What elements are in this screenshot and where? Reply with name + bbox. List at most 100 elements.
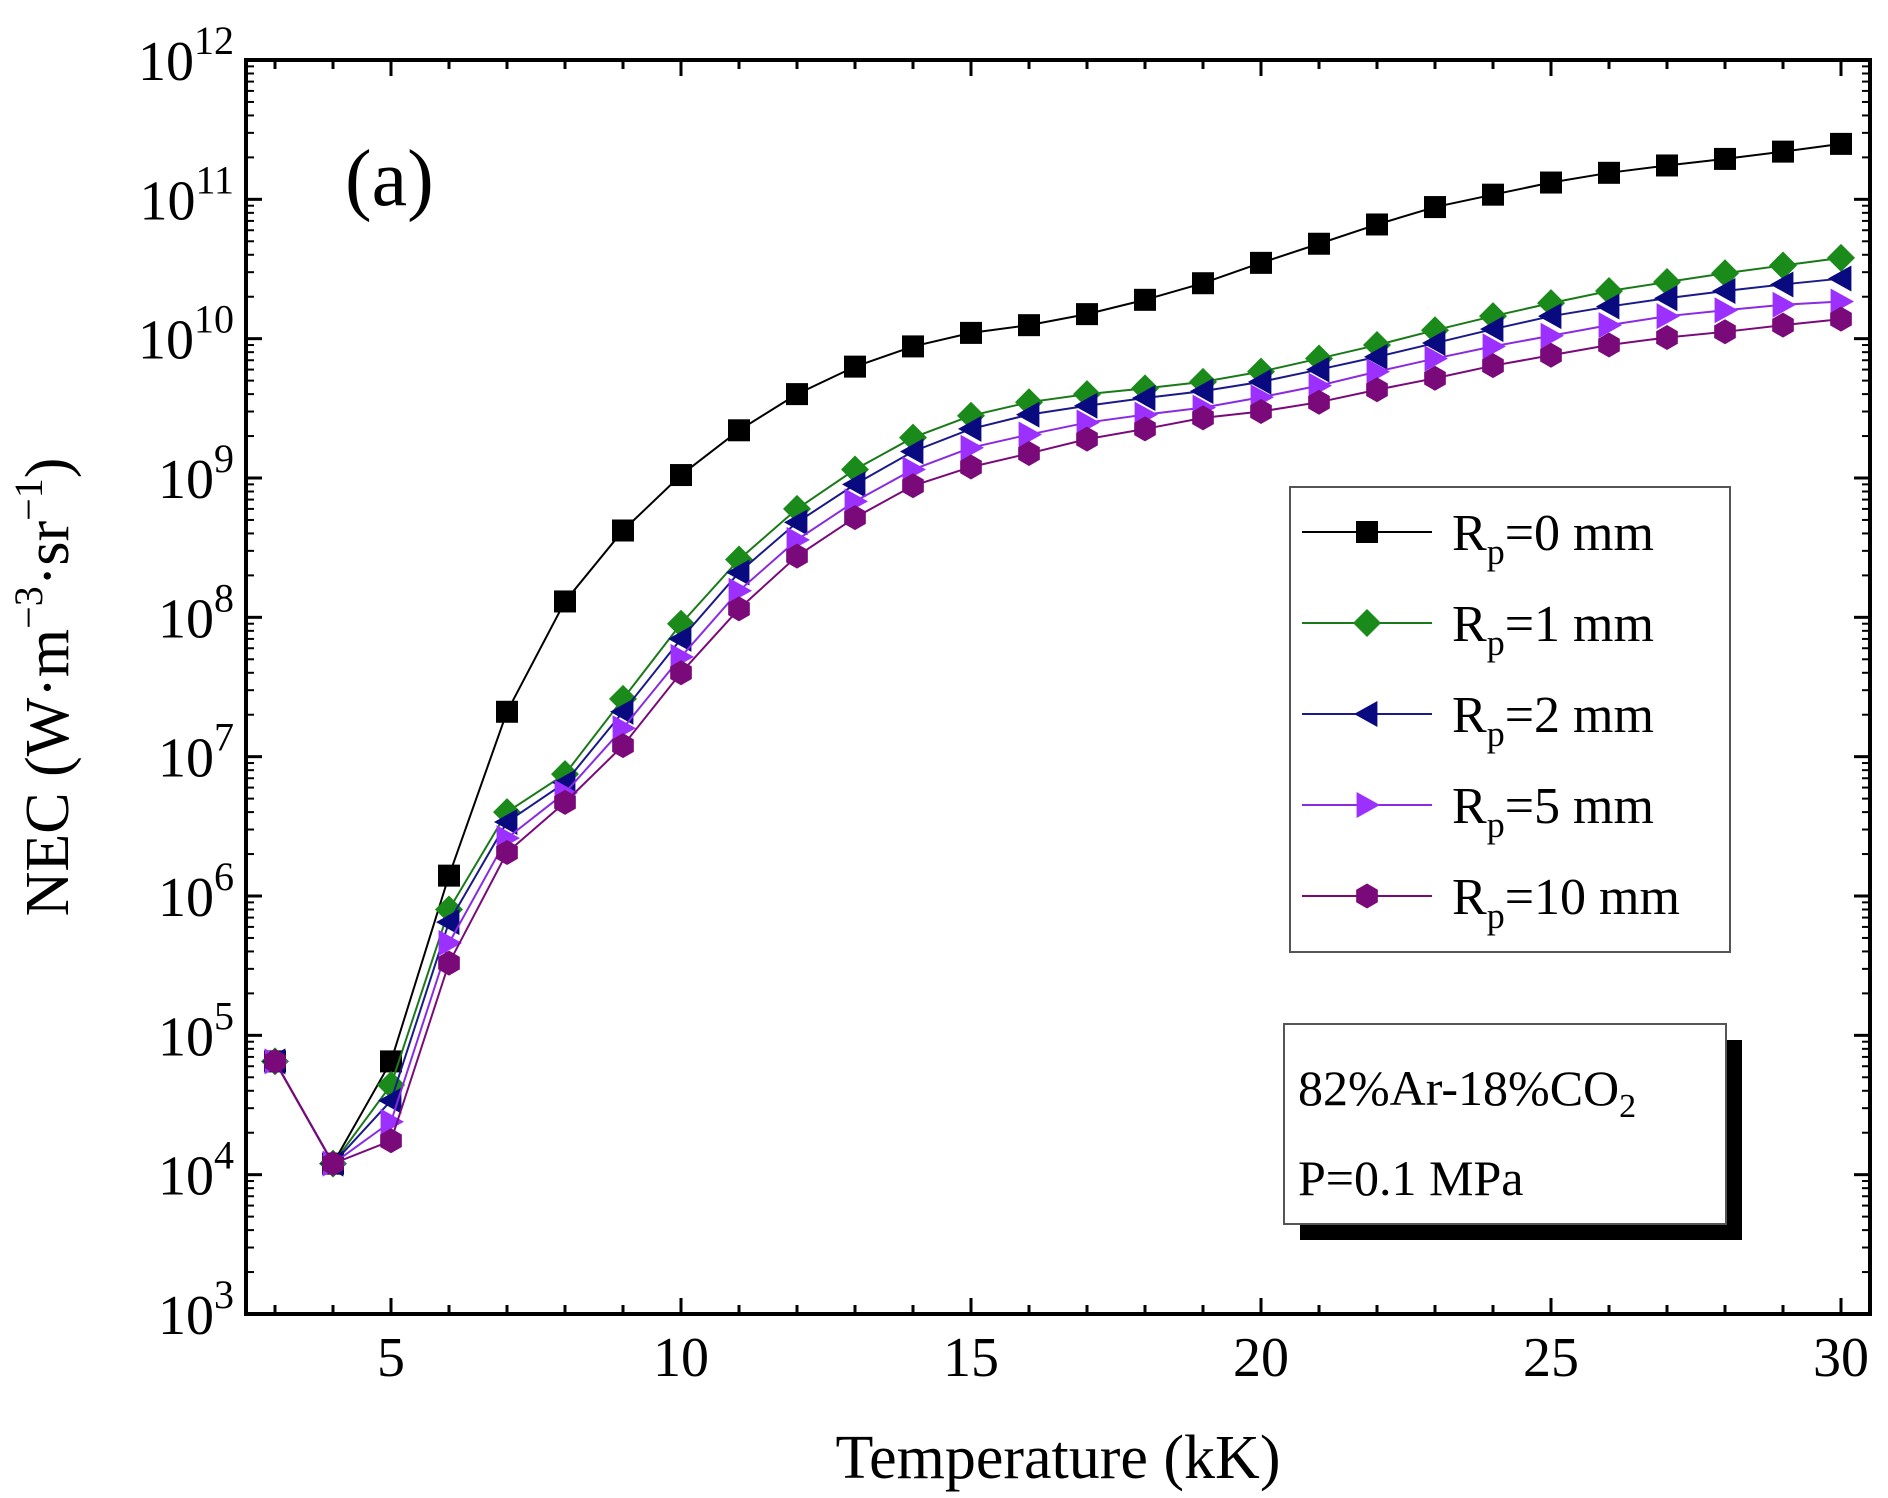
data-point bbox=[1770, 271, 1794, 298]
data-point bbox=[496, 700, 518, 723]
data-point bbox=[1366, 358, 1390, 385]
y-tick-exp: 4 bbox=[214, 1133, 234, 1178]
data-point bbox=[1482, 353, 1504, 379]
data-point bbox=[1424, 345, 1448, 372]
legend-label-sub: p bbox=[1487, 896, 1505, 936]
data-point bbox=[1074, 392, 1098, 419]
data-point bbox=[1598, 312, 1622, 339]
legend-marker bbox=[1354, 701, 1378, 727]
data-point bbox=[1482, 333, 1506, 360]
data-point bbox=[1540, 171, 1562, 194]
data-point bbox=[1656, 324, 1678, 350]
data-point bbox=[1827, 243, 1855, 272]
legend-label-rest: =10 mm bbox=[1505, 869, 1680, 926]
data-point bbox=[1364, 343, 1388, 370]
legend-label-rest: =2 mm bbox=[1505, 687, 1654, 744]
data-point bbox=[1424, 196, 1446, 219]
legend-label-sub: p bbox=[1487, 532, 1505, 572]
series-line bbox=[274, 142, 1842, 1166]
annotation-gas-main: 82%Ar-18%CO bbox=[1298, 1060, 1619, 1116]
data-point bbox=[1424, 365, 1446, 391]
legend-label-rest: =5 mm bbox=[1505, 778, 1654, 835]
legend-label-main: R bbox=[1452, 778, 1487, 835]
annotation-box bbox=[1283, 1023, 1727, 1225]
data-point bbox=[1306, 356, 1330, 383]
data-point bbox=[322, 1151, 344, 1177]
data-point bbox=[668, 625, 692, 652]
legend-item: Rp=10 mm bbox=[1302, 869, 1680, 936]
y-tick-base: 10 bbox=[158, 728, 214, 790]
y-tick-exp: 11 bbox=[195, 157, 234, 202]
data-point bbox=[1596, 293, 1620, 320]
data-point bbox=[1598, 332, 1620, 358]
data-point bbox=[612, 733, 634, 759]
annotation-gas-mixture: 82%Ar-18%CO2 bbox=[1298, 1060, 1636, 1125]
data-point bbox=[380, 1108, 404, 1135]
data-point bbox=[438, 864, 460, 887]
data-point bbox=[1132, 385, 1156, 412]
x-tick-label: 25 bbox=[1523, 1327, 1579, 1389]
data-point bbox=[1772, 291, 1796, 318]
y-tick-label: 1010 bbox=[138, 297, 234, 372]
legend-label-sub: p bbox=[1487, 623, 1505, 663]
data-point bbox=[1018, 421, 1042, 448]
legend-marker bbox=[1356, 792, 1380, 818]
data-point bbox=[728, 577, 752, 604]
y-tick-exp: 8 bbox=[214, 575, 234, 620]
data-point bbox=[1134, 288, 1156, 311]
legend-label-main: R bbox=[1452, 869, 1487, 926]
y-axis-title-exp2: −1 bbox=[6, 478, 51, 521]
y-tick-base: 10 bbox=[158, 1285, 214, 1347]
data-point bbox=[380, 1128, 402, 1154]
data-point bbox=[1250, 399, 1272, 425]
legend-marker bbox=[1356, 883, 1378, 909]
y-tick-label: 105 bbox=[158, 993, 234, 1068]
legend-label: Rp=0 mm bbox=[1452, 505, 1654, 572]
x-tick-label: 15 bbox=[943, 1327, 999, 1389]
y-axis-title: NEC (W·m−3·sr−1) bbox=[6, 458, 82, 917]
data-point bbox=[1712, 277, 1736, 304]
y-tick-base: 10 bbox=[158, 1146, 214, 1208]
y-tick-base: 10 bbox=[138, 310, 194, 372]
data-point bbox=[1830, 306, 1852, 332]
legend-marker bbox=[1353, 609, 1381, 637]
tick-labels: 5 10 15 20 25 3010310410510610710810910101011… bbox=[138, 18, 1869, 1389]
data-point bbox=[1190, 378, 1214, 405]
legend-label-rest: =1 mm bbox=[1505, 596, 1654, 653]
legend-item: Rp=5 mm bbox=[1302, 778, 1654, 845]
y-tick-label: 108 bbox=[158, 575, 234, 650]
data-point bbox=[1540, 342, 1562, 368]
y-tick-exp: 12 bbox=[194, 18, 234, 63]
y-tick-exp: 7 bbox=[214, 715, 234, 760]
legend-label: Rp=1 mm bbox=[1452, 596, 1654, 663]
x-axis-title: Temperature (kK) bbox=[836, 1424, 1281, 1492]
annotation: 82%Ar-18%CO2 P=0.1 MPa bbox=[1283, 1023, 1742, 1240]
data-point bbox=[786, 543, 808, 569]
data-point bbox=[1016, 401, 1040, 428]
y-tick-base: 10 bbox=[158, 588, 214, 650]
data-point bbox=[610, 698, 634, 725]
data-point bbox=[612, 715, 636, 742]
y-tick-label: 106 bbox=[158, 854, 234, 929]
data-point bbox=[1656, 303, 1680, 330]
data-point bbox=[726, 559, 750, 586]
data-point bbox=[438, 950, 460, 976]
legend-label-main: R bbox=[1452, 505, 1487, 562]
legend-item: Rp=2 mm bbox=[1302, 687, 1654, 754]
data-point bbox=[1830, 288, 1854, 315]
legend-label-rest: =0 mm bbox=[1505, 505, 1654, 562]
data-point bbox=[1482, 183, 1504, 206]
data-point bbox=[728, 596, 750, 622]
data-point bbox=[1714, 297, 1738, 324]
data-point bbox=[494, 808, 518, 835]
y-tick-exp: 9 bbox=[214, 436, 234, 481]
y-axis-title-end: ) bbox=[14, 458, 82, 479]
data-point bbox=[1192, 405, 1214, 431]
data-point bbox=[670, 464, 692, 487]
y-axis-title-base: NEC (W·m bbox=[14, 629, 82, 917]
series-layer bbox=[261, 132, 1855, 1178]
y-tick-base: 10 bbox=[139, 170, 195, 232]
data-point bbox=[1018, 314, 1040, 337]
